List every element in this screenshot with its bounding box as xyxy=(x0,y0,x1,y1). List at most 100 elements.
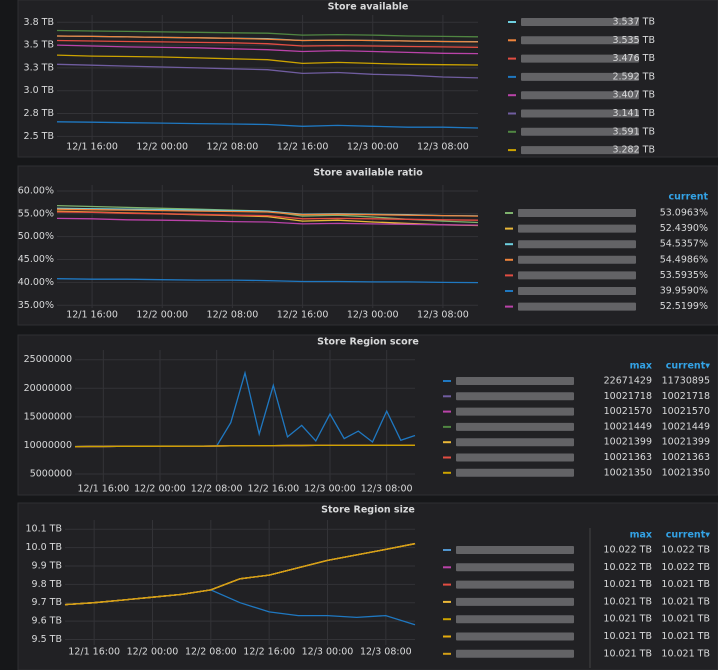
legend-value: 10.021 TB xyxy=(603,579,652,590)
legend-header: current xyxy=(668,192,708,203)
y-tick-label: 20000000 xyxy=(24,383,72,394)
series-line xyxy=(64,543,416,606)
x-tick-label: 12/2 00:00 xyxy=(127,647,179,658)
legend-value: 10.021 TB xyxy=(661,631,710,642)
y-tick-label: 9.8 TB xyxy=(32,579,62,590)
legend-name-obscured xyxy=(456,453,574,462)
legend-value: 10.021 TB xyxy=(603,631,652,642)
legend-value: 54.4986% xyxy=(660,254,708,265)
legend-name-obscured xyxy=(456,392,574,401)
x-tick-label: 12/2 16:00 xyxy=(247,484,299,495)
legend-value: 2.592 TB xyxy=(612,71,655,82)
y-tick-label: 25000000 xyxy=(24,354,72,365)
legend-value: 10021399 xyxy=(604,437,652,448)
legend-value: 11730895 xyxy=(662,376,710,387)
legend-name-obscured xyxy=(456,407,574,416)
legend-name-obscured xyxy=(521,18,639,26)
panel-title: Store available xyxy=(328,2,409,13)
x-tick-label: 12/3 00:00 xyxy=(302,647,354,658)
legend-value: 10.021 TB xyxy=(603,614,652,625)
y-tick-label: 50.00% xyxy=(18,231,54,242)
panel-title: Store Region size xyxy=(321,505,415,516)
legend-value: 53.0963% xyxy=(660,208,708,219)
x-tick-label: 12/3 00:00 xyxy=(347,310,399,321)
legend-value: 10021350 xyxy=(604,467,652,478)
x-tick-label: 12/1 16:00 xyxy=(66,142,118,153)
y-tick-label: 10.0 TB xyxy=(26,542,63,553)
y-tick-label: 45.00% xyxy=(18,254,54,265)
y-tick-label: 10000000 xyxy=(24,440,72,451)
legend-value: 10021570 xyxy=(662,406,710,417)
legend-header: current▾ xyxy=(666,530,711,541)
x-tick-label: 12/2 00:00 xyxy=(136,310,188,321)
x-tick-label: 12/3 00:00 xyxy=(347,142,399,153)
legend-name-obscured xyxy=(456,422,574,431)
legend-value: 10.022 TB xyxy=(603,562,652,573)
legend-name-obscured xyxy=(521,54,639,63)
x-tick-label: 12/3 00:00 xyxy=(304,484,356,495)
legend-value: 10.021 TB xyxy=(661,614,710,625)
series-line xyxy=(56,29,479,38)
y-tick-label: 9.5 TB xyxy=(32,634,62,645)
y-tick-label: 55.00% xyxy=(18,208,54,219)
legend-value: 10.022 TB xyxy=(661,562,710,573)
y-tick-label: 40.00% xyxy=(18,277,54,288)
legend-value: 10021570 xyxy=(604,406,652,417)
legend-value: 3.476 TB xyxy=(612,53,655,64)
legend-name-obscured xyxy=(518,240,636,249)
legend-value: 10.021 TB xyxy=(661,579,710,590)
legend-value: 10.022 TB xyxy=(661,545,710,556)
legend-name-obscured xyxy=(521,91,639,100)
x-tick-label: 12/3 08:00 xyxy=(417,142,469,153)
legend-name-obscured xyxy=(518,287,636,295)
x-tick-label: 12/2 16:00 xyxy=(243,647,295,658)
legend-name-obscured xyxy=(521,72,639,81)
x-tick-label: 12/1 16:00 xyxy=(68,647,120,658)
legend-name-obscured xyxy=(518,302,636,311)
legend-name-obscured xyxy=(521,36,639,45)
y-tick-label: 3.0 TB xyxy=(24,85,54,96)
legend-name-obscured xyxy=(456,615,574,624)
legend-value: 10021718 xyxy=(604,391,652,402)
legend-value: 10021718 xyxy=(662,391,710,402)
legend-name-obscured xyxy=(456,649,574,658)
legend-value: 10.021 TB xyxy=(661,648,710,659)
series-line xyxy=(56,54,479,66)
y-tick-label: 3.8 TB xyxy=(24,17,54,28)
legend-name-obscured xyxy=(456,377,574,385)
legend-value: 53.5935% xyxy=(660,270,708,281)
panel xyxy=(17,502,718,670)
x-tick-label: 12/2 08:00 xyxy=(207,142,259,153)
legend-name-obscured xyxy=(518,209,636,217)
y-tick-label: 2.8 TB xyxy=(24,108,54,119)
legend-name-obscured xyxy=(521,109,639,118)
y-tick-label: 5000000 xyxy=(30,469,72,480)
legend-name-obscured xyxy=(518,224,636,233)
legend-value: 3.535 TB xyxy=(612,35,655,46)
legend-value: 10021449 xyxy=(662,421,710,432)
series-line xyxy=(56,44,479,55)
x-tick-label: 12/1 16:00 xyxy=(77,484,129,495)
x-tick-label: 12/3 08:00 xyxy=(417,310,469,321)
x-tick-label: 12/2 08:00 xyxy=(185,647,237,658)
panel-title: Store available ratio xyxy=(313,168,423,179)
legend-value: 10021363 xyxy=(604,452,652,463)
legend-name-obscured xyxy=(456,580,574,589)
legend-value: 3.141 TB xyxy=(612,108,655,119)
legend-name-obscured xyxy=(456,438,574,447)
legend-value: 3.407 TB xyxy=(612,90,655,101)
series-line xyxy=(56,39,479,48)
x-tick-label: 12/2 08:00 xyxy=(207,310,259,321)
legend-name-obscured xyxy=(456,546,574,554)
series-line xyxy=(56,63,479,79)
y-tick-label: 60.00% xyxy=(18,185,54,196)
legend-name-obscured xyxy=(521,146,639,155)
legend-name-obscured xyxy=(456,468,574,477)
panel-title: Store Region score xyxy=(317,337,419,348)
legend-value: 10.021 TB xyxy=(603,596,652,607)
legend-value: 10021399 xyxy=(662,437,710,448)
legend-value: 22671429 xyxy=(604,376,652,387)
legend-name-obscured xyxy=(521,127,639,136)
legend-value: 10.021 TB xyxy=(603,648,652,659)
legend-header: max xyxy=(630,361,652,372)
